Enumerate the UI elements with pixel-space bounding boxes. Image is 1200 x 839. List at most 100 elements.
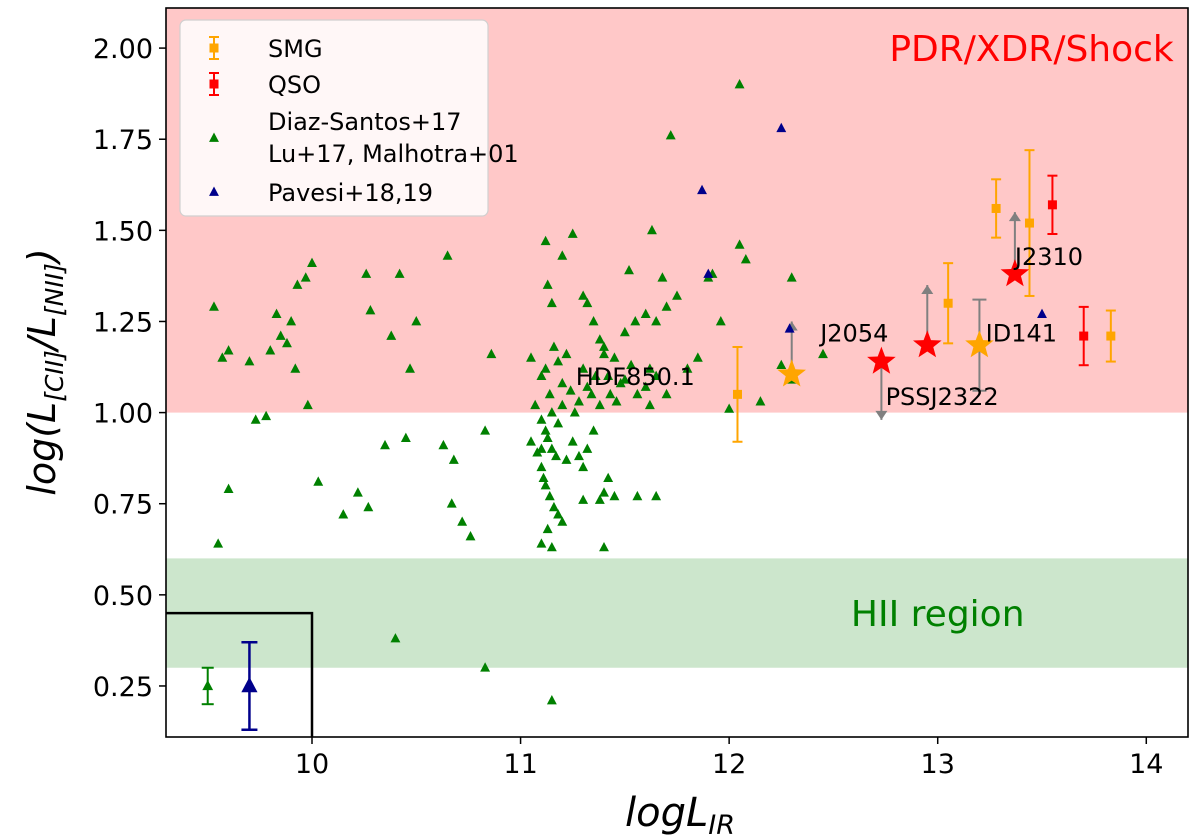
smg-square-point (1106, 331, 1116, 341)
green-triangle-point (609, 490, 620, 501)
green-triangle-point (594, 494, 605, 504)
legend-label-line2: Lu+17, Malhotra+01 (268, 140, 519, 168)
green-triangle-point (536, 443, 547, 453)
green-triangle-point (542, 279, 553, 289)
legend-label: Diaz-Santos+17 (268, 108, 462, 136)
blue-triangle-point (776, 122, 787, 133)
green-triangle-point (818, 348, 828, 359)
green-triangle-point (599, 487, 609, 497)
green-triangle-point (275, 330, 286, 340)
legend-square-marker (209, 79, 219, 89)
summary-triangle-point (241, 676, 258, 693)
legend-box (179, 19, 489, 217)
green-triangle-point (538, 472, 549, 483)
star-sources (777, 259, 1030, 387)
green-triangle-point (546, 541, 557, 552)
legend-label: Pavesi+18,19 (268, 179, 433, 207)
green-triangle-point (569, 407, 580, 417)
green-triangle-point (567, 228, 578, 238)
legend-label: SMG (268, 35, 323, 63)
green-triangle-point (609, 352, 620, 362)
y-axis-label-s2: [NII] (40, 263, 69, 316)
green-triangle-point (486, 348, 497, 359)
region-labels: PDR/XDR/Shock HII region (851, 29, 1174, 635)
green-triangle-point (540, 425, 551, 435)
green-triangle-point (632, 490, 643, 501)
y-axis-label-p2: /L (20, 316, 64, 353)
blue-triangle-point (784, 323, 795, 333)
green-triangle-point (644, 399, 655, 410)
green-triangle-point (626, 359, 637, 370)
y-tick-label: 2.00 (93, 34, 153, 65)
green-triangle-point (599, 348, 609, 359)
green-triangle-point (542, 523, 553, 534)
green-triangle-point (271, 308, 282, 319)
legend: SMG QSO Diaz-Santos+17 Lu+17, Malhotra+01 Pa… (179, 19, 519, 217)
x-tick-label: 10 (295, 749, 329, 780)
y-axis-label-s1: [CII] (40, 350, 69, 402)
green-triangle-point (261, 410, 272, 421)
green-triangle-point (755, 396, 766, 406)
green-triangle-point (651, 315, 662, 326)
green-triangle-point (715, 315, 726, 326)
region-band (166, 558, 1188, 668)
summary-triangle-point (202, 679, 214, 691)
region-label: PDR/XDR/Shock (889, 29, 1174, 70)
y-axis-label-p1: log(L (20, 402, 64, 496)
green-triangle-point (574, 450, 584, 461)
green-triangle-point (290, 363, 301, 373)
x-tick-label: 14 (1129, 749, 1163, 780)
green-triangle-point (557, 516, 568, 526)
green-triangle-point (217, 352, 228, 362)
y-axis-label: log(L[CII]/L[NII]) (20, 248, 69, 495)
green-triangle-point (223, 345, 234, 355)
green-triangle-point (300, 272, 311, 282)
green-triangle-point (536, 414, 547, 424)
star-marker (867, 346, 896, 374)
x-axis-label-sub: IR (708, 810, 735, 839)
green-triangle-point (582, 297, 593, 308)
green-triangle-point (644, 363, 655, 373)
star-label: J2310 (1013, 243, 1083, 271)
green-triangle-point (292, 279, 303, 289)
green-triangle-point (411, 315, 422, 326)
green-triangle-point (390, 633, 401, 643)
inset-box-outline (166, 611, 314, 737)
smg-square-point (991, 203, 1001, 213)
green-triangle-point (594, 334, 605, 344)
green-triangle-point (599, 541, 609, 552)
green-triangle-point (530, 399, 541, 410)
green-triangle-point (544, 388, 555, 399)
green-triangle-point (630, 315, 641, 326)
green-triangle-point (594, 399, 605, 410)
green-triangle-point (213, 538, 224, 548)
green-triangle-point (540, 479, 551, 490)
green-triangle-point (546, 297, 557, 308)
green-triangle-point (244, 356, 255, 366)
green-triangle-point (313, 476, 324, 486)
star-labels: HDF850.1 J2054 PSSJ2322 ID141 J2310 (576, 243, 1083, 411)
green-triangle-point (640, 308, 651, 319)
green-triangle-point (588, 315, 599, 326)
green-triangle-point (536, 538, 547, 548)
green-triangle-point (647, 224, 657, 235)
green-triangle-point (567, 436, 578, 446)
green-triangle-point (565, 385, 576, 395)
green-triangle-point (526, 352, 536, 362)
green-triangle-point (603, 370, 614, 380)
x-axis-label-main: logL (625, 790, 708, 836)
green-triangle-point (611, 396, 622, 406)
y-tick-label: 0.50 (93, 581, 153, 612)
qso-square-point (1079, 331, 1089, 341)
blue-triangle-point (697, 184, 707, 195)
green-triangle-point (542, 432, 553, 442)
green-triangle-point (209, 301, 219, 311)
green-triangle-point (526, 436, 536, 446)
green-triangle-point (672, 290, 682, 300)
smg-square-point (1024, 218, 1034, 228)
star-marker (965, 330, 994, 358)
green-triangle-point (582, 443, 593, 453)
green-triangle-point (465, 531, 476, 541)
green-triangle-point (265, 345, 276, 355)
y-tick-label: 0.25 (93, 672, 153, 703)
